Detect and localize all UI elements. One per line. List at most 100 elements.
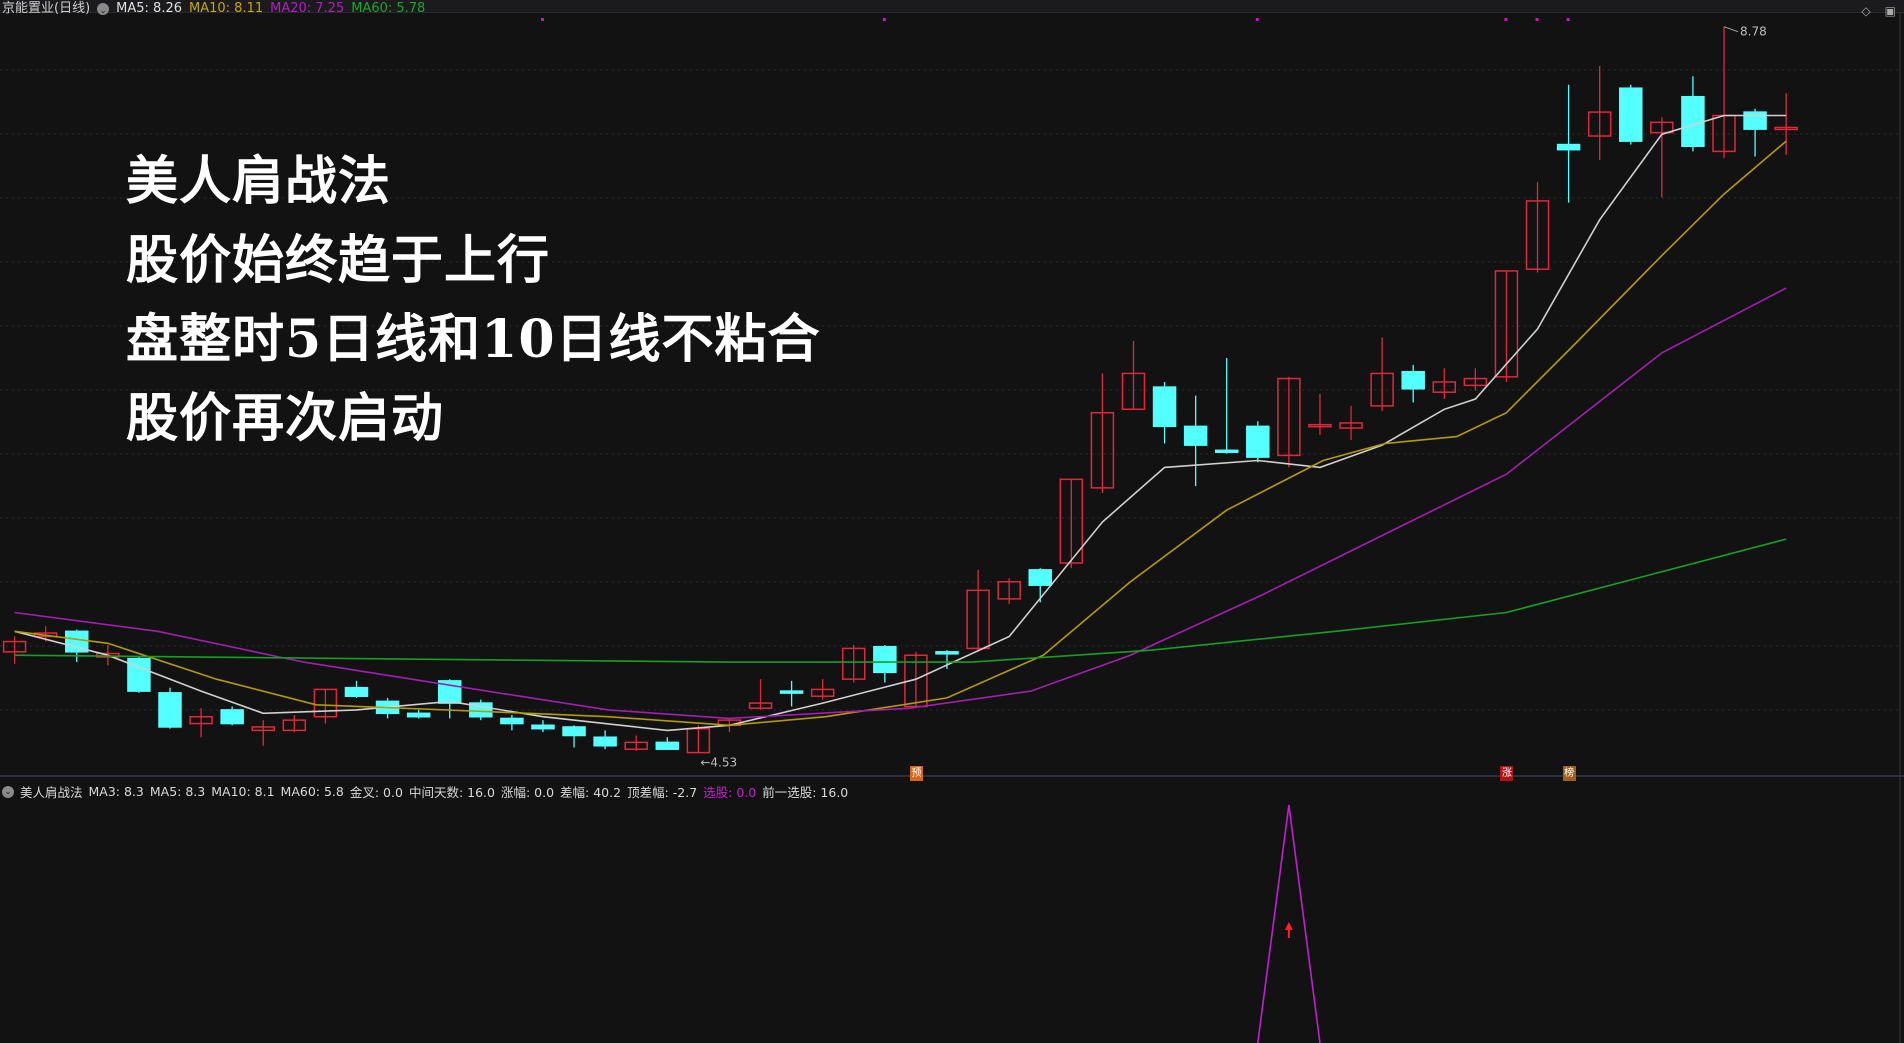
candle-up [686,727,711,754]
candle-up [997,581,1021,600]
signal-badge[interactable]: 预 [909,766,923,781]
top-marker [1566,18,1570,21]
candle-up [748,702,773,709]
candle-up [1370,372,1394,407]
candle-up [1650,121,1674,134]
candle-down [469,702,493,718]
caption-line: 股价始终趋于上行 [126,230,551,291]
strategy-caption: 美人肩战法 股价始终趋于上行 盘整时5日线和10日线不粘合 股价再次启动 [126,142,821,458]
candle-up [313,688,338,718]
ind-ma3: MA3: 8.3 [88,784,144,799]
caption-line: 股价再次启动 [126,388,445,449]
candle-down [1743,111,1767,130]
candle-up [1339,422,1363,429]
candle-up [1463,377,1488,387]
signal-line [1257,804,1321,1043]
candle-down [873,645,897,674]
chevron-down-icon[interactable]: ⌄ [2,785,14,798]
ind-prev-select: 前一选股: 16.0 [762,785,849,800]
candle-up [966,589,990,650]
ma-line-ma10 [14,140,1787,727]
signal-badge[interactable]: 涨 [1500,766,1514,781]
ma-line-ma60 [14,538,1787,663]
diamond-icon[interactable]: ◇ [1861,4,1871,18]
candle-up [1308,423,1332,428]
candle-up [842,647,866,680]
candle-down [158,692,182,728]
candle-up [2,640,27,653]
chart-header: 京能置业(日线) ⌄ MA5: 8.26 MA10: 8.11 MA20: 7.… [2,1,425,17]
signal-badge[interactable]: 榜 [1562,766,1576,781]
signal-arrow-head [1284,922,1293,930]
candle-down [1028,569,1052,586]
candle-down [935,651,959,655]
candle-up [1494,270,1519,378]
top-tab-bar [0,0,1904,13]
candle-up [624,741,648,750]
corner-controls: ◇ ▣ [1861,4,1896,18]
indicator-name[interactable]: 美人肩战法 [20,785,83,800]
candle-up [1525,200,1550,270]
top-marker [540,18,544,21]
high-price-label: 8.78 [1740,25,1767,39]
candle-down [344,686,369,697]
candle-down [531,724,555,730]
low-price-label: ←4.53 [700,756,737,770]
candle-up [1587,111,1612,137]
ind-ma60: MA60: 5.8 [280,784,344,799]
candle-down [127,657,151,692]
candle-down [220,709,244,725]
candle-up [904,654,928,708]
top-marker [1535,18,1539,21]
candle-down [1619,87,1643,142]
ind-rise: 涨幅: 0.0 [500,785,555,800]
candle-up [1432,381,1457,393]
ma20-value: MA20: 7.25 [270,1,345,16]
ind-mid-days: 中间天数: 16.0 [408,785,495,800]
candle-down [406,712,431,718]
ma-line-ma5 [14,114,1787,732]
ma60-value: MA60: 5.78 [351,1,426,16]
candle-down [1556,143,1581,151]
chevron-down-icon[interactable]: ⌄ [97,3,110,16]
ma5-value: MA5: 8.26 [116,1,182,16]
ma10-value: MA10: 8.11 [189,1,264,16]
ind-ma10: MA10: 8.1 [211,784,275,799]
candle-up [33,632,58,638]
panel-toggle-icon[interactable]: ▣ [1884,4,1896,18]
candle-down [593,736,617,747]
top-marker [882,18,886,21]
candle-down [655,741,680,750]
candle-down [562,726,586,737]
top-marker [1255,18,1259,21]
candle-down [1214,449,1239,454]
ind-ma5: MA5: 8.3 [149,784,206,799]
top-marker [1504,18,1508,21]
candle-up [189,715,213,725]
ind-select: 选股: 0.0 [703,785,757,800]
candle-up [1774,126,1798,131]
stock-name[interactable]: 京能置业(日线) [2,1,91,16]
candle-down [65,630,89,653]
candle-up [1059,478,1084,564]
candle-down [1183,425,1208,446]
ind-top-diff: 顶差幅: -2.7 [627,785,698,800]
candle-down [1246,425,1270,458]
ind-diff: 差幅: 40.2 [560,785,622,800]
candle-down [1152,386,1177,428]
candle-down [1401,370,1425,390]
candle-up [1277,377,1301,457]
candle-up [251,726,275,732]
candle-up [282,719,307,732]
candle-up [1090,411,1115,489]
candle-down [779,690,804,694]
candle-down [1681,95,1705,148]
caption-line: 美人肩战法 [126,151,392,212]
candle-up [1121,372,1146,411]
ma-line-ma20 [14,287,1787,720]
caption-line: 盘整时5日线和10日线不粘合 [126,309,821,370]
ind-golden-cross: 金叉: 0.0 [349,785,403,800]
indicator-header: ⌄ 美人肩战法 MA3: 8.3 MA5: 8.3 MA10: 8.1 MA60… [2,782,848,801]
high-pointer [1723,26,1739,33]
